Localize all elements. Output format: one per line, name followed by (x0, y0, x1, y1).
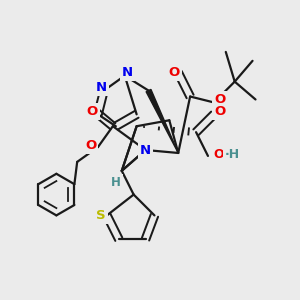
Text: O: O (214, 93, 226, 106)
Text: N: N (122, 66, 133, 79)
Text: S: S (96, 209, 106, 222)
Text: O: O (86, 105, 98, 118)
Text: N: N (140, 143, 151, 157)
Text: ·H: ·H (225, 148, 240, 161)
Text: O: O (214, 105, 226, 118)
Polygon shape (146, 89, 178, 153)
Text: H: H (111, 176, 121, 189)
Text: O: O (213, 148, 224, 161)
Text: O: O (85, 139, 96, 152)
Text: N: N (95, 81, 106, 94)
Text: O: O (168, 66, 179, 79)
